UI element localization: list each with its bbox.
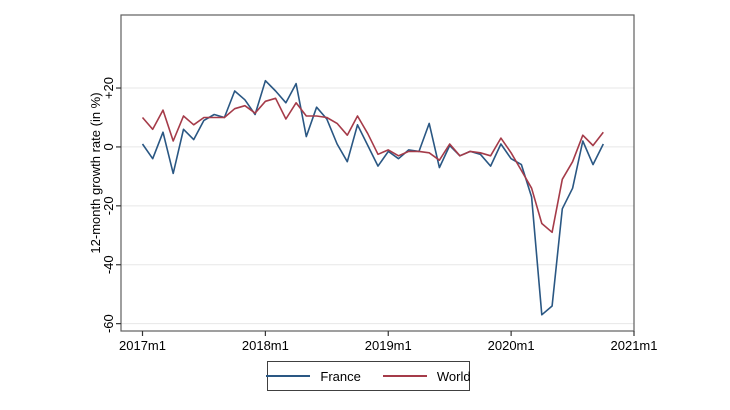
legend-entry-france: France — [266, 368, 361, 384]
legend-label-world: World — [436, 368, 471, 384]
x-tick-label: 2021m1 — [611, 338, 658, 353]
x-tick-label: 2018m1 — [242, 338, 289, 353]
y-axis-title: 12-month growth rate (in %) — [88, 92, 103, 253]
y-tick-label: -40 — [101, 255, 116, 274]
chart-legend: France World — [266, 361, 471, 391]
series-line-world — [141, 97, 604, 234]
plot-border — [120, 14, 635, 332]
legend-label-france: France — [320, 368, 361, 384]
x-tick-label: 2020m1 — [488, 338, 535, 353]
y-tick-label: +20 — [101, 77, 116, 99]
world-line-swatch — [382, 375, 427, 377]
y-tick-label: -20 — [101, 196, 116, 215]
y-tick-label: 0 — [101, 143, 116, 150]
x-tick-label: 2017m1 — [119, 338, 166, 353]
y-tick-label: -60 — [101, 314, 116, 333]
x-tick-label: 2019m1 — [365, 338, 412, 353]
legend-entry-world: World — [382, 368, 471, 384]
france-line-swatch — [266, 375, 311, 377]
